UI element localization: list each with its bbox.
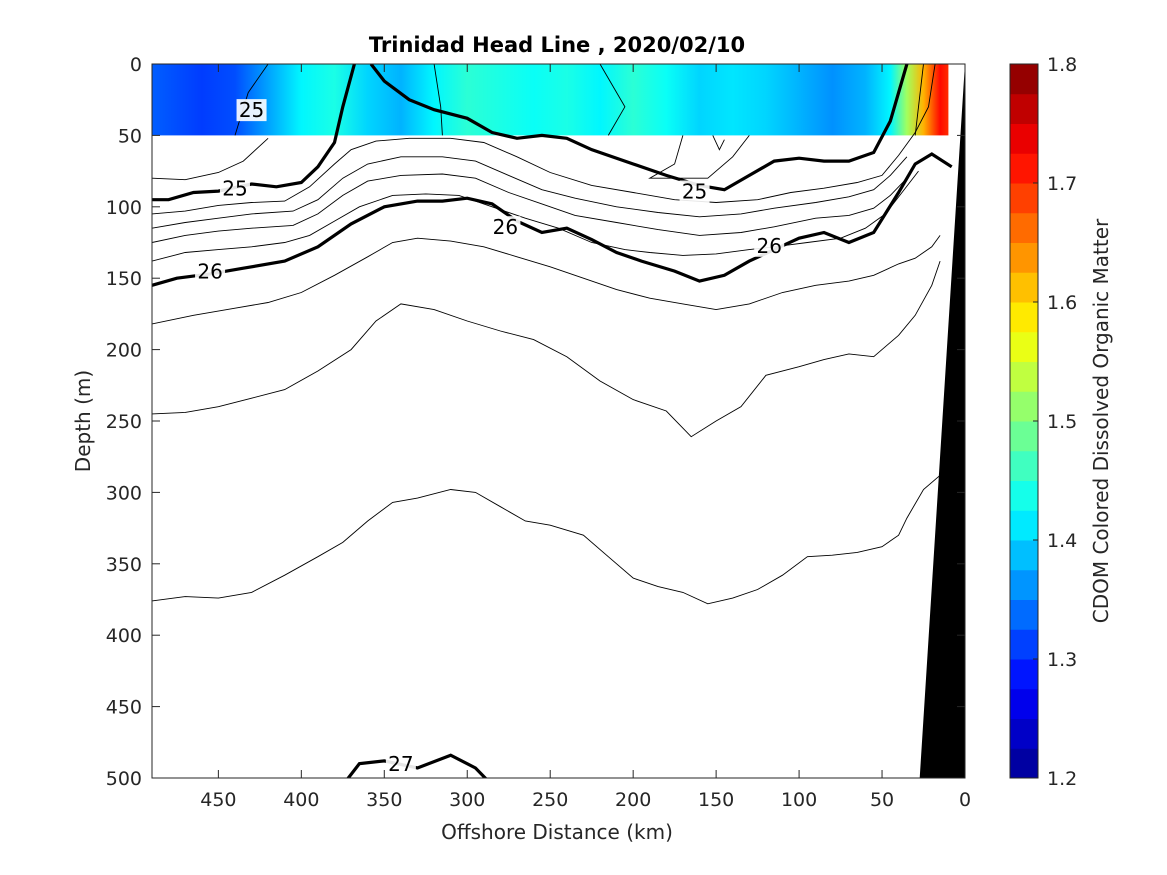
density-contour-27 [346, 753, 488, 778]
y-tick-label: 100 [106, 197, 142, 219]
colorbar-segment [1010, 569, 1038, 600]
colorbar-segment [1010, 272, 1038, 303]
x-tick-label: 0 [959, 789, 971, 811]
y-tick-label: 400 [106, 625, 142, 647]
colorbar-label: CDOM Colored Dissolved Organic Matter [1089, 218, 1113, 623]
density-contour-line [712, 135, 725, 151]
contour-label-bg [679, 180, 710, 203]
colorbar-segment [1010, 599, 1038, 630]
x-tick-label: 50 [870, 789, 894, 811]
colorbar-segment [1010, 123, 1038, 154]
density-contour-line [433, 64, 443, 136]
colorbar-tick-label: 1.3 [1047, 649, 1077, 671]
colorbar-segment [1010, 153, 1038, 184]
contours: 25 25 25 26 26 26 27 [152, 64, 965, 778]
density-contour-line [152, 173, 908, 243]
y-axis: 0 50 100 150 200 250 300 350 400 450 500 [106, 54, 965, 790]
colorbar-segment [1010, 183, 1038, 214]
colorbar-segment [1010, 93, 1038, 124]
contour-label-bg [490, 216, 521, 239]
contour-label: 26 [197, 259, 222, 283]
contour-label: 27 [388, 752, 413, 776]
colorbar-segment [1010, 331, 1038, 362]
colorbar-tick-label: 1.8 [1047, 54, 1077, 76]
x-tick-label: 300 [449, 789, 485, 811]
colorbar-tick-label: 1.2 [1047, 768, 1077, 790]
colorbar-tick-label: 1.7 [1047, 173, 1077, 195]
x-axis-label: Offshore Distance (km) [441, 820, 673, 844]
contour-label-bg [385, 753, 416, 776]
y-tick-label: 500 [106, 768, 142, 790]
y-tick-label: 300 [106, 482, 142, 504]
x-tick-label: 250 [532, 789, 568, 811]
colorbar-segment [1010, 480, 1038, 511]
contour-label: 25 [222, 177, 247, 201]
density-contour-line [152, 64, 936, 215]
x-tick-label: 150 [698, 789, 734, 811]
colorbar-segment [1010, 748, 1038, 779]
colorbar-segment [1010, 510, 1038, 541]
x-tick-label: 200 [615, 789, 651, 811]
density-contour-line [599, 64, 626, 136]
colorbar-segment [1010, 629, 1038, 660]
density-contour-line [914, 64, 924, 136]
x-axis: 450 400 350 300 250 200 150 100 50 0 [200, 64, 971, 811]
seafloor-mask [919, 71, 965, 778]
colorbar-segment [1010, 421, 1038, 452]
y-tick-label: 350 [106, 554, 142, 576]
density-contour-line [152, 260, 941, 438]
contour-label-bg [754, 234, 785, 257]
colorbar-tick-label: 1.4 [1047, 530, 1077, 552]
y-axis-label: Depth (m) [71, 370, 95, 472]
plot-area: 25 25 25 26 26 26 27 [152, 64, 965, 778]
density-contour-line [152, 474, 941, 605]
y-tick-label: 450 [106, 697, 142, 719]
y-tick-label: 200 [106, 340, 142, 362]
colorbar-segment [1010, 450, 1038, 481]
y-tick-label: 250 [106, 411, 142, 433]
density-contour-line [152, 156, 908, 229]
contour-label: 25 [239, 98, 264, 122]
x-tick-label: 350 [366, 789, 402, 811]
density-contour-line [234, 64, 269, 136]
contour-label: 25 [682, 180, 707, 204]
colorbar-segment [1010, 391, 1038, 422]
colorbar-segment [1010, 659, 1038, 690]
y-tick-label: 150 [106, 268, 142, 290]
y-tick-label: 0 [130, 54, 142, 76]
y-tick-label: 50 [118, 125, 142, 147]
colorbar-tick-label: 1.6 [1047, 292, 1077, 314]
contour-label-bg [195, 260, 226, 283]
colorbar: 1.8 1.7 1.6 1.5 1.4 1.3 1.2 [1009, 54, 1077, 790]
contour-label-bg [236, 99, 267, 122]
density-contour-line [152, 137, 269, 181]
colorbar-segment [1010, 718, 1038, 749]
colorbar-segment [1010, 540, 1038, 571]
colorbar-segment [1010, 361, 1038, 392]
colorbar-segment [1010, 302, 1038, 333]
x-tick-label: 450 [200, 789, 236, 811]
colorbar-tick-label: 1.5 [1047, 411, 1077, 433]
contour-label-bg [219, 177, 250, 200]
colorbar-segment [1010, 688, 1038, 719]
plot-background [152, 64, 965, 778]
contour-label: 26 [493, 215, 518, 239]
colorbar-segment [1010, 64, 1038, 95]
density-contour-26 [152, 152, 953, 287]
density-contour-25 [369, 64, 909, 192]
density-contour-line [152, 235, 941, 325]
colorbar-segment [1010, 212, 1038, 243]
chart-title: Trinidad Head Line , 2020/02/10 [369, 33, 745, 57]
density-contour-25 [152, 64, 356, 202]
x-tick-label: 100 [781, 789, 817, 811]
colorbar-segment [1010, 242, 1038, 273]
x-tick-label: 400 [283, 789, 319, 811]
contour-label: 26 [756, 234, 781, 258]
cdom-field [152, 64, 949, 136]
